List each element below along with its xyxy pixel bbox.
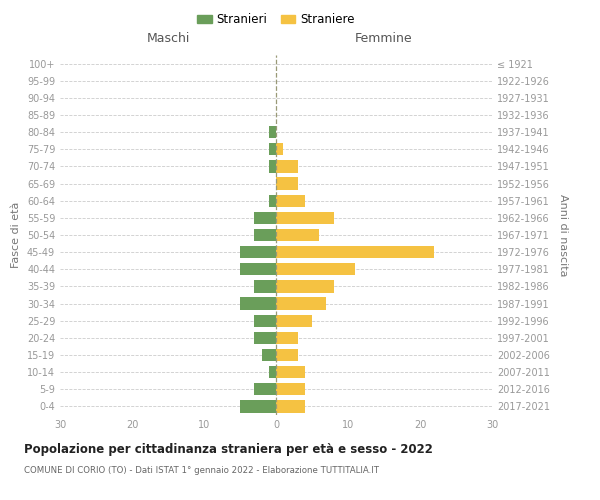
Bar: [276, 298, 326, 310]
Bar: [240, 263, 276, 276]
Bar: [269, 143, 276, 156]
Bar: [276, 178, 298, 190]
Bar: [276, 229, 319, 241]
Text: Popolazione per cittadinanza straniera per età e sesso - 2022: Popolazione per cittadinanza straniera p…: [24, 442, 433, 456]
Bar: [240, 298, 276, 310]
Text: Maschi: Maschi: [146, 32, 190, 44]
Bar: [254, 212, 276, 224]
Y-axis label: Fasce di età: Fasce di età: [11, 202, 21, 268]
Bar: [240, 246, 276, 258]
Bar: [276, 280, 334, 292]
Bar: [254, 229, 276, 241]
Text: Femmine: Femmine: [355, 32, 413, 44]
Bar: [254, 383, 276, 396]
Bar: [276, 349, 298, 361]
Bar: [276, 383, 305, 396]
Bar: [276, 366, 305, 378]
Bar: [276, 160, 298, 172]
Y-axis label: Anni di nascita: Anni di nascita: [558, 194, 568, 276]
Bar: [276, 194, 305, 207]
Bar: [276, 246, 434, 258]
Bar: [269, 366, 276, 378]
Legend: Stranieri, Straniere: Stranieri, Straniere: [193, 8, 359, 31]
Bar: [269, 160, 276, 172]
Bar: [276, 143, 283, 156]
Bar: [276, 314, 312, 327]
Bar: [240, 400, 276, 412]
Text: COMUNE DI CORIO (TO) - Dati ISTAT 1° gennaio 2022 - Elaborazione TUTTITALIA.IT: COMUNE DI CORIO (TO) - Dati ISTAT 1° gen…: [24, 466, 379, 475]
Bar: [254, 332, 276, 344]
Bar: [276, 212, 334, 224]
Bar: [269, 194, 276, 207]
Bar: [269, 126, 276, 138]
Bar: [254, 314, 276, 327]
Bar: [254, 280, 276, 292]
Bar: [276, 263, 355, 276]
Bar: [276, 400, 305, 412]
Bar: [262, 349, 276, 361]
Bar: [276, 332, 298, 344]
